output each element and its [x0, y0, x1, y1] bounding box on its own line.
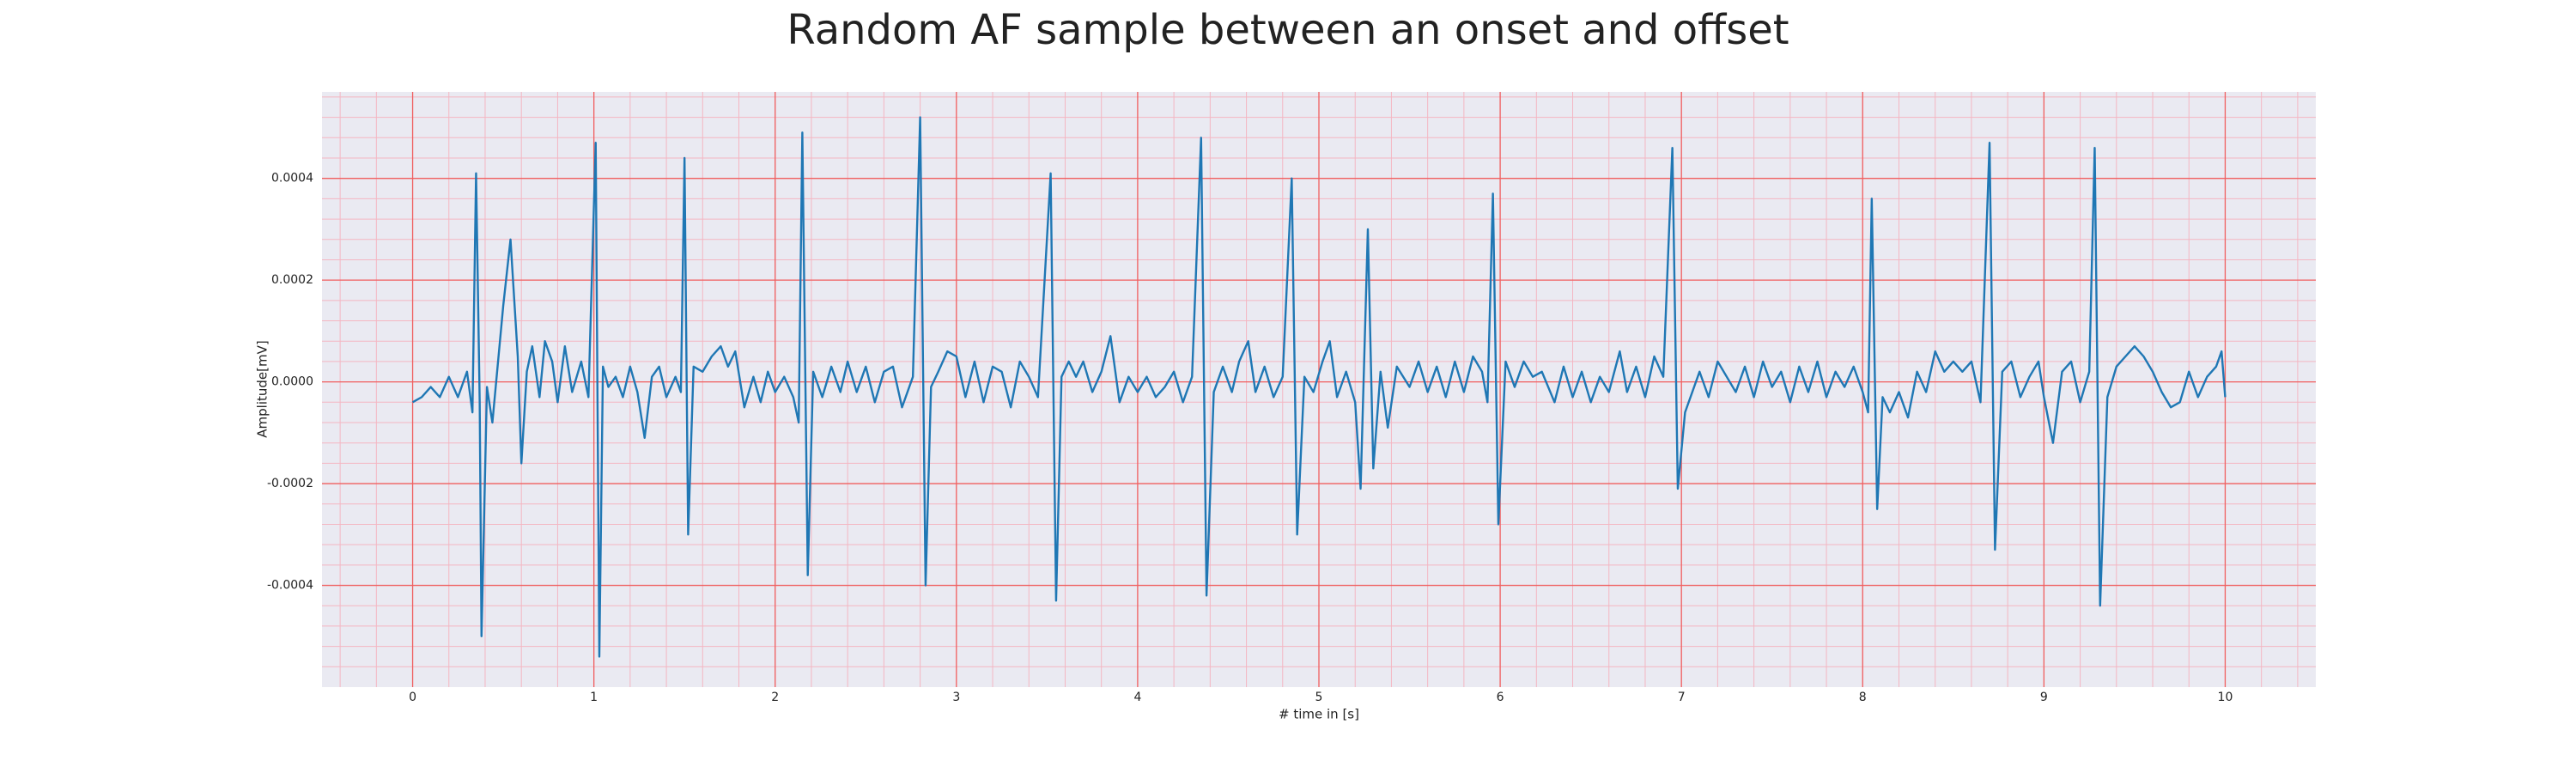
x-tick-label: 2 — [771, 691, 779, 704]
x-tick-label: 5 — [1315, 691, 1323, 704]
y-tick-label: 0.0002 — [271, 273, 313, 287]
y-tick-label: -0.0002 — [267, 477, 313, 490]
x-tick-label: 7 — [1678, 691, 1686, 704]
signal-line — [411, 116, 2227, 658]
y-tick-label: 0.0000 — [271, 375, 313, 389]
x-tick-label: 0 — [409, 691, 416, 704]
x-axis-label: # time in [s] — [1279, 707, 1359, 722]
x-tick-label: 4 — [1133, 691, 1141, 704]
y-tick-label: -0.0004 — [267, 579, 313, 593]
y-axis-label: Amplitude[mV] — [255, 340, 270, 437]
y-tick-label: 0.0004 — [271, 172, 313, 186]
x-tick-label: 6 — [1497, 691, 1504, 704]
chart-title: Random AF sample between an onset and of… — [787, 6, 1789, 54]
x-tick-label: 1 — [590, 691, 598, 704]
x-tick-label: 3 — [952, 691, 960, 704]
x-tick-label: 10 — [2218, 691, 2233, 704]
x-tick-label: 8 — [1859, 691, 1867, 704]
x-tick-label: 9 — [2040, 691, 2048, 704]
